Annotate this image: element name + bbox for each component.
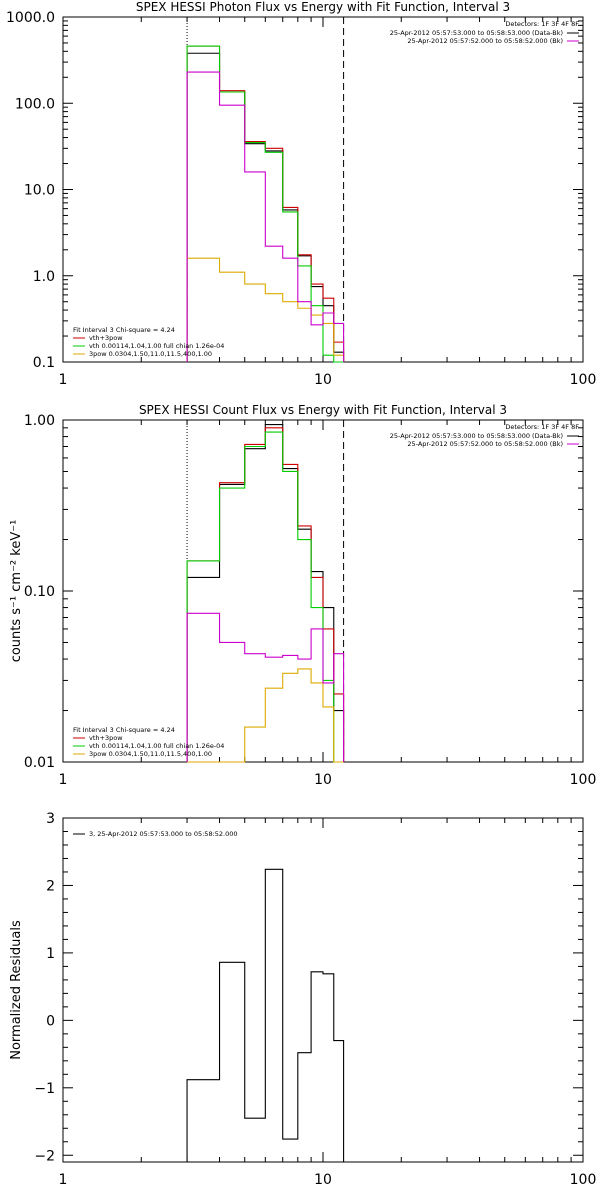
legend-bottom-left: Fit Interval 3 Chi-square = 4.24vth+3pow…: [73, 326, 224, 358]
series-line: [186, 257, 345, 362]
x-tick-label: 10: [314, 372, 332, 388]
series-line: [187, 668, 344, 763]
series-residuals: [186, 868, 345, 1162]
legend-entry: 3, 25-Apr-2012 05:57:53.000 to 05:58:52.…: [89, 830, 238, 838]
y-tick-label: 0.1: [33, 355, 55, 371]
legend-entry: 3pow 0.0304,1.50,11.0,11.5,400,1.00: [89, 350, 212, 358]
y-tick-label: 0.01: [24, 755, 55, 771]
y-tick-label: 1.00: [24, 413, 55, 429]
plot-frame: [62, 817, 584, 1163]
legend-entry: 25-Apr-2012 05:57:52.000 to 05:58:52.000…: [407, 440, 563, 448]
series-line: [186, 427, 345, 762]
series-bk: [186, 71, 345, 362]
detectors-label: Detectors: 1F 3F 4F 8F: [505, 20, 579, 28]
series-vth-3pow: [186, 427, 345, 762]
legend-entry: vth+3pow: [89, 734, 123, 742]
x-tick-label: 1: [59, 372, 68, 388]
legend-entry: vth 0.00114,1.04,1.00 full chian 1.26e-0…: [89, 342, 224, 350]
legend-bottom-left: Fit Interval 3 Chi-square = 4.24vth+3pow…: [73, 726, 224, 758]
x-tick-label: 100: [570, 772, 597, 788]
detectors-label: Detectors: 1F 3F 4F 8F: [505, 423, 579, 431]
y-tick-label: 10.0: [24, 183, 55, 199]
series-line: [186, 71, 345, 362]
series-line: [186, 424, 345, 762]
x-tick-label: 10: [314, 1172, 332, 1188]
legend-entry: 25-Apr-2012 05:57:53.000 to 05:58:53.000…: [390, 432, 563, 440]
x-tick-label: 1: [59, 1172, 68, 1188]
y-axis-label: Normalized Residuals: [9, 920, 24, 1060]
y-tick-label: 0.10: [24, 584, 55, 600]
legend-entry: vth+3pow: [89, 334, 123, 342]
y-tick-label: 1.0: [33, 269, 55, 285]
legend-entry: 25-Apr-2012 05:57:53.000 to 05:58:53.000…: [390, 29, 563, 37]
fit-info-label: Fit Interval 3 Chi-square = 4.24: [73, 726, 175, 734]
chart-title: SPEX HESSI Count Flux vs Energy with Fit…: [139, 403, 507, 417]
series-3pow: [186, 257, 345, 362]
x-tick-label: 10: [314, 772, 332, 788]
series-3pow: [187, 668, 344, 763]
legend-entry: 25-Apr-2012 05:57:52.000 to 05:58:52.000…: [407, 37, 563, 45]
y-tick-label: 2: [46, 878, 55, 894]
x-tick-label: 100: [570, 1172, 597, 1188]
y-tick-label: 0: [46, 1013, 55, 1029]
y-tick-label: 3: [46, 811, 55, 827]
y-tick-label: −1: [34, 1081, 55, 1097]
y-tick-label: −2: [34, 1148, 55, 1164]
series-vth-3pow: [186, 45, 345, 362]
x-tick-label: 1: [59, 772, 68, 788]
series-line: [186, 868, 345, 1162]
fit-info-label: Fit Interval 3 Chi-square = 4.24: [73, 326, 175, 334]
panel-2: SPEX HESSI Count Flux vs Energy with Fit…: [9, 403, 596, 788]
y-axis-label: counts s⁻¹ cm⁻² keV⁻¹: [9, 520, 24, 663]
series-line: [186, 612, 345, 762]
series-data-bk: [186, 424, 345, 762]
legend-entry: 3pow 0.0304,1.50,11.0,11.5,400,1.00: [89, 750, 212, 758]
legend-entry: vth 0.00114,1.04,1.00 full chian 1.26e-0…: [89, 742, 224, 750]
x-tick-label: 100: [570, 372, 597, 388]
panel-1: SPEX HESSI Photon Flux vs Energy with Fi…: [6, 0, 596, 388]
y-tick-label: 1: [46, 946, 55, 962]
series-bk: [186, 612, 345, 762]
series-line: [186, 45, 345, 362]
chart-title: SPEX HESSI Photon Flux vs Energy with Fi…: [136, 0, 510, 14]
y-tick-label: 100.0: [15, 96, 55, 112]
legend-top-left: 3, 25-Apr-2012 05:57:53.000 to 05:58:52.…: [73, 830, 238, 838]
y-tick-label: 1000.0: [6, 10, 55, 26]
